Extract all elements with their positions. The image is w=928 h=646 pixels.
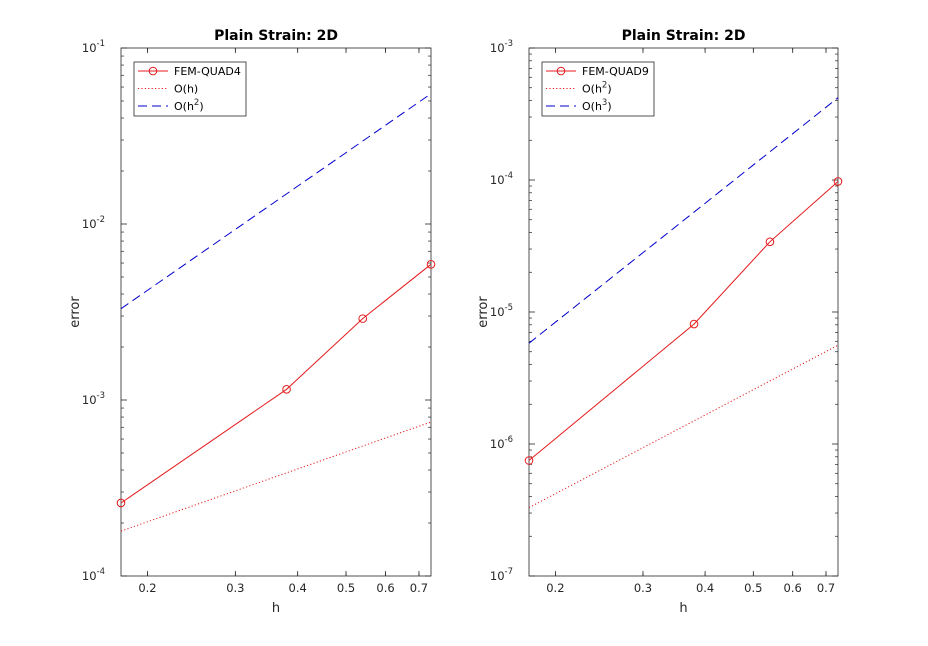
y-axis-label: error <box>476 296 491 328</box>
y-tick-exponent: -4 <box>505 171 513 181</box>
y-tick-exponent: -7 <box>505 567 513 577</box>
y-tick-label: 10-7 <box>490 567 513 583</box>
right-chart-panel: 0.2 0.3 0.4 0.5 0.6 0.710-710-610-510-410-3 Pl… <box>476 28 843 616</box>
x-tick-label: 0.3 <box>634 581 652 595</box>
series-line-0 <box>528 181 839 461</box>
data-point <box>426 260 436 269</box>
x-tick-label: 0.2 <box>546 581 564 595</box>
legend-exponent: 3 <box>602 98 607 108</box>
y-tick-exponent: -4 <box>97 567 105 577</box>
y-tick-base: 10 <box>490 569 505 583</box>
plot-area <box>120 47 432 577</box>
x-tick-label: 0.7 <box>817 581 835 595</box>
y-tick-label: 10-6 <box>490 435 513 451</box>
x-axis-label: h <box>272 601 280 616</box>
y-tick-base: 10 <box>82 393 97 407</box>
data-point <box>689 319 699 329</box>
legend-marker <box>148 66 158 76</box>
y-tick-base: 10 <box>490 305 505 319</box>
y-tick-base: 10 <box>490 437 505 451</box>
data-point <box>765 237 775 247</box>
legend-label: O(h <box>582 83 602 96</box>
chart-title: Plain Strain: 2D <box>214 28 338 44</box>
data-point <box>116 498 126 508</box>
y-tick-exponent: -3 <box>505 39 513 49</box>
x-tick-label: 0.2 <box>138 581 156 595</box>
plot-area <box>528 47 839 577</box>
y-tick-label: 10-4 <box>490 171 513 187</box>
y-tick-base: 10 <box>82 569 97 583</box>
x-tick-label: 0.6 <box>784 581 802 595</box>
left-chart-panel: 0.2 0.3 0.4 0.5 0.6 0.710-410-310-210-1 Plain … <box>68 28 436 616</box>
x-tick-label: 0.3 <box>226 581 244 595</box>
y-tick-label: 10-2 <box>82 215 105 231</box>
legend-label: O(h <box>582 100 602 113</box>
y-axis-label: error <box>68 296 83 328</box>
legend-marker <box>556 66 566 76</box>
y-tick-label: 10-5 <box>490 303 513 319</box>
y-tick-base: 10 <box>490 173 505 187</box>
y-tick-base: 10 <box>82 41 97 55</box>
y-tick-base: 10 <box>82 217 97 231</box>
x-tick-label: 0.4 <box>696 581 714 595</box>
legend-label: FEM-QUAD9 <box>582 65 649 78</box>
data-point <box>524 456 534 465</box>
y-tick-label: 10-1 <box>82 39 105 55</box>
legend-label: O(h) <box>174 83 198 96</box>
y-tick-exponent: -2 <box>97 215 105 225</box>
y-tick-label: 10-3 <box>82 391 105 407</box>
y-tick-exponent: -5 <box>505 303 513 313</box>
y-tick-exponent: -1 <box>97 39 105 49</box>
y-tick-label: 10-3 <box>490 39 513 55</box>
series-line-2 <box>120 93 432 310</box>
legend-label-tail: ) <box>199 100 203 113</box>
legend-entry: O(h) <box>174 83 198 96</box>
x-tick-label: 0.4 <box>289 581 307 595</box>
data-point <box>833 177 843 186</box>
legend-label-tail: ) <box>607 83 611 96</box>
legend-entry: O(h2) <box>582 81 612 96</box>
series-line-0 <box>120 263 432 504</box>
y-tick-base: 10 <box>490 41 505 55</box>
chart-title: Plain Strain: 2D <box>622 28 746 44</box>
x-tick-label: 0.7 <box>410 581 428 595</box>
x-tick-label: 0.5 <box>337 581 355 595</box>
y-tick-exponent: -6 <box>505 435 513 445</box>
series-line-1 <box>120 421 432 532</box>
legend-exponent: 2 <box>602 81 607 91</box>
data-point <box>282 385 291 394</box>
legend-entry: FEM-QUAD4 <box>174 65 241 78</box>
legend-entry: FEM-QUAD9 <box>582 65 649 78</box>
series-line-2 <box>528 97 839 344</box>
y-tick-label: 10-4 <box>82 567 105 583</box>
x-axis-label: h <box>679 601 687 616</box>
legend-exponent: 2 <box>194 98 199 108</box>
legend-entry: O(h3) <box>582 98 612 113</box>
data-point <box>358 314 368 323</box>
legend-label: O(h <box>174 100 194 113</box>
y-tick-exponent: -3 <box>97 391 105 401</box>
x-tick-label: 0.6 <box>376 581 394 595</box>
legend-label: FEM-QUAD4 <box>174 65 241 78</box>
x-tick-label: 0.5 <box>744 581 762 595</box>
legend-label-tail: ) <box>607 100 611 113</box>
legend-entry: O(h2) <box>174 98 204 113</box>
series-line-1 <box>528 344 839 509</box>
